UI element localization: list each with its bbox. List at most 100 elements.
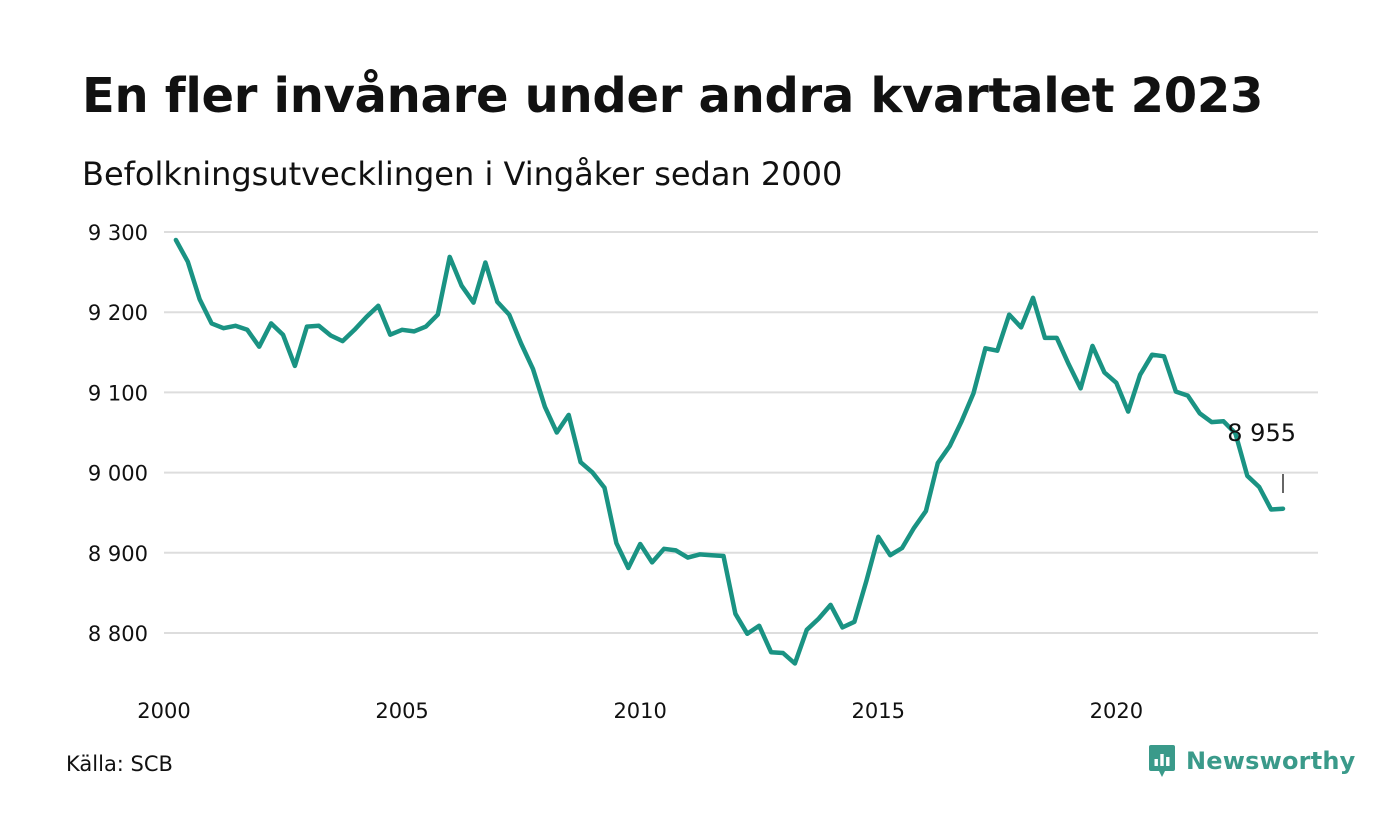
data-point xyxy=(519,341,523,345)
data-point xyxy=(864,579,868,583)
source-label: Källa: SCB xyxy=(66,752,173,776)
data-point xyxy=(924,509,928,513)
data-point xyxy=(1078,386,1082,390)
data-point xyxy=(471,300,475,304)
data-point xyxy=(1126,409,1130,413)
data-point xyxy=(698,552,702,556)
data-point xyxy=(245,328,249,332)
data-point xyxy=(388,333,392,337)
end-value-label: 8 955 xyxy=(1227,419,1296,447)
data-point xyxy=(340,339,344,343)
data-point xyxy=(602,486,606,490)
data-point xyxy=(555,430,559,434)
data-point xyxy=(1245,474,1249,478)
series-layer xyxy=(173,237,1286,666)
data-point xyxy=(531,367,535,371)
data-point xyxy=(578,460,582,464)
y-tick-label: 8 800 xyxy=(88,622,148,646)
data-point xyxy=(1174,389,1178,393)
data-point xyxy=(1067,362,1071,366)
data-point xyxy=(674,548,678,552)
data-point xyxy=(781,651,785,655)
data-point xyxy=(936,461,940,465)
series-line xyxy=(173,237,1286,666)
y-tick-label: 9 000 xyxy=(88,462,148,486)
data-point xyxy=(281,333,285,337)
data-point xyxy=(983,346,987,350)
data-point xyxy=(1102,370,1106,374)
x-tick-label: 2015 xyxy=(852,699,905,723)
x-tick-label: 2000 xyxy=(137,699,190,723)
data-point xyxy=(186,260,190,264)
data-point xyxy=(1138,373,1142,377)
data-point xyxy=(912,526,916,530)
data-point xyxy=(1257,485,1261,489)
data-point xyxy=(1269,507,1273,511)
data-point xyxy=(614,541,618,545)
data-point xyxy=(828,603,832,607)
data-point xyxy=(662,547,666,551)
data-point xyxy=(852,620,856,624)
data-point xyxy=(817,616,821,620)
data-point xyxy=(209,321,213,325)
data-point xyxy=(448,255,452,259)
data-point xyxy=(567,413,571,417)
data-point xyxy=(1162,354,1166,358)
data-point xyxy=(805,628,809,632)
data-point xyxy=(459,284,463,288)
y-tick-label: 9 200 xyxy=(88,301,148,325)
data-point xyxy=(721,554,725,558)
data-point xyxy=(483,260,487,264)
y-tick-label: 9 100 xyxy=(88,381,148,405)
data-point xyxy=(1186,393,1190,397)
data-point xyxy=(1114,381,1118,385)
data-point xyxy=(424,324,428,328)
data-point xyxy=(198,297,202,301)
brand-logo: Newsworthy xyxy=(1148,743,1356,779)
x-tick-label: 2005 xyxy=(375,699,428,723)
data-point xyxy=(257,345,261,349)
y-axis-tick-labels: 8 800 8 900 9 000 9 100 9 200 9 300 xyxy=(88,221,148,646)
data-point xyxy=(1031,296,1035,300)
x-tick-label: 2010 xyxy=(613,699,666,723)
data-point xyxy=(317,324,321,328)
chart-subtitle: Befolkningsutvecklingen i Vingåker sedan… xyxy=(82,155,843,193)
data-point xyxy=(638,542,642,546)
data-point xyxy=(626,566,630,570)
data-point xyxy=(352,328,356,332)
data-point xyxy=(948,444,952,448)
data-point xyxy=(543,405,547,409)
data-point xyxy=(757,624,761,628)
data-point xyxy=(221,326,225,330)
data-point xyxy=(293,364,297,368)
data-point xyxy=(793,661,797,665)
annotation-layer: 8 955 xyxy=(1227,419,1296,493)
data-point xyxy=(233,324,237,328)
data-point xyxy=(1019,325,1023,329)
data-point xyxy=(1043,336,1047,340)
data-point xyxy=(400,328,404,332)
data-point xyxy=(495,300,499,304)
data-point xyxy=(900,546,904,550)
data-point xyxy=(733,612,737,616)
data-point xyxy=(436,312,440,316)
data-point xyxy=(412,329,416,333)
data-point xyxy=(650,560,654,564)
data-point xyxy=(876,535,880,539)
data-point xyxy=(1090,344,1094,348)
brand-name: Newsworthy xyxy=(1186,747,1356,775)
data-point xyxy=(745,632,749,636)
data-point xyxy=(959,419,963,423)
data-point xyxy=(305,324,309,328)
y-tick-label: 8 900 xyxy=(88,542,148,566)
data-point xyxy=(1055,336,1059,340)
data-point xyxy=(686,555,690,559)
grid-lines xyxy=(164,231,1318,634)
data-point xyxy=(995,349,999,353)
data-point xyxy=(1209,420,1213,424)
data-point xyxy=(769,650,773,654)
y-tick-label: 9 300 xyxy=(88,221,148,245)
data-point xyxy=(1007,312,1011,316)
